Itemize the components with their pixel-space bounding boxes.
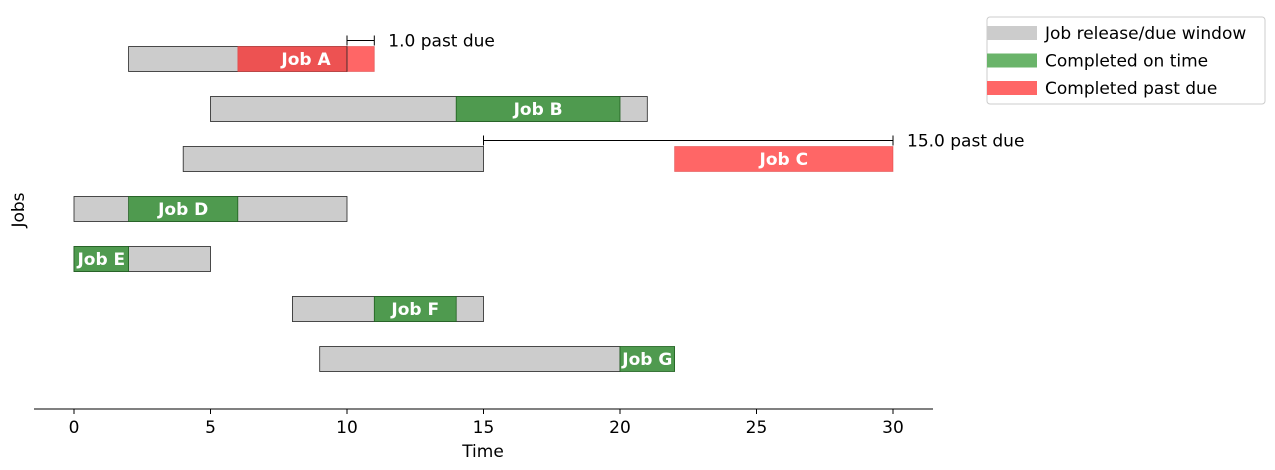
y-axis-label: Jobs [9,192,29,228]
job-d-execution-bar [128,196,239,222]
job-g-execution-bar [619,346,675,372]
job-b-label: Job B [513,100,563,120]
job-e-label: Job E [76,250,125,270]
x-tick-label: 5 [205,418,216,438]
x-tick-label: 25 [746,418,768,438]
legend-swatch-on-time [987,53,1037,68]
x-tick-label: 15 [473,418,495,438]
job-g-label: Job G [621,350,672,370]
job-c-label: Job C [759,150,809,170]
x-tick-label: 10 [336,418,358,438]
legend-label-past-due: Completed past due [1045,79,1217,99]
legend-label-window: Job release/due window [1044,24,1246,44]
job-f-execution-bar [373,296,457,322]
x-tick-label: 20 [609,418,631,438]
legend-swatch-past-due [987,81,1037,95]
legend-swatch-window [987,26,1037,40]
legend: Job release/due window Completed on time C… [986,16,1266,105]
x-axis-label: Time [461,442,504,462]
legend-label-on-time: Completed on time [1045,52,1208,72]
job-c-window-bar [182,146,484,172]
job-e-execution-bar [73,246,129,272]
job-a-execution-bar-outline [237,46,375,72]
job-c-lateness-label: 15.0 past due [907,132,1024,152]
job-a-label: Job A [280,50,331,70]
job-g-window-bar [319,346,621,372]
bars-layer: Job A Job B Job C Job D Job E Job F Job G [73,46,894,372]
job-d-label: Job D [157,200,208,220]
job-a-lateness-label: 1.0 past due [388,32,495,52]
job-a-execution-bar-before-due [237,46,347,72]
annotation-layer: 1.0 past due 15.0 past due [346,32,1024,152]
job-c-execution-bar-outline [674,146,894,172]
x-axis: 0 5 10 15 20 25 30 [34,408,933,438]
job-b-execution-bar [455,96,621,122]
x-tick-label: 30 [882,418,904,438]
job-c-execution-bar-past-due [674,146,893,172]
x-tick-label: 0 [69,418,80,438]
job-f-label: Job F [390,300,439,320]
job-a-execution-bar-past-due [347,46,375,72]
